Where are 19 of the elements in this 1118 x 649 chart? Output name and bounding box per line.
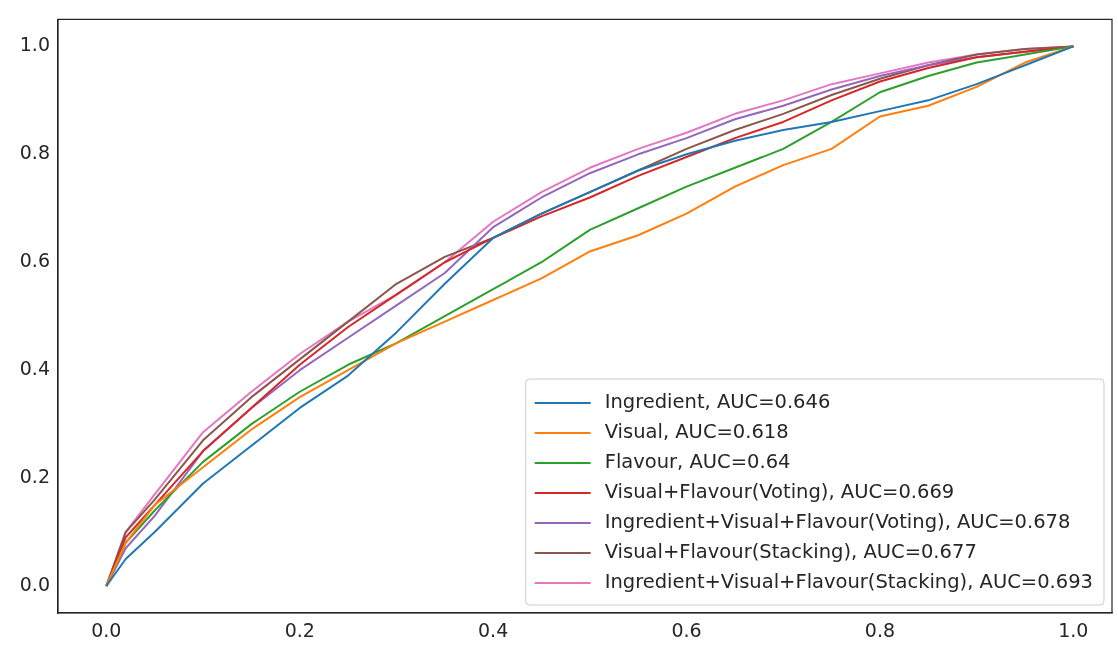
x-tick-label: 0.2 — [284, 619, 315, 642]
legend-label: Flavour, AUC=0.64 — [604, 450, 791, 474]
legend-label: Visual, AUC=0.618 — [604, 420, 789, 444]
y-tick-label: 0.2 — [19, 465, 50, 488]
legend-label: Ingredient+Visual+Flavour(Stacking), AUC=0.693 — [604, 570, 1094, 594]
x-tick-label: 0.6 — [671, 619, 702, 642]
x-tick-label: 1.0 — [1058, 619, 1089, 642]
x-tick-label: 0.0 — [91, 619, 122, 642]
y-tick-label: 1.0 — [19, 33, 50, 56]
legend-label: Visual+Flavour(Voting), AUC=0.669 — [604, 480, 955, 504]
y-tick-label: 0.0 — [19, 572, 50, 595]
legend-label: Ingredient+Visual+Flavour(Voting), AUC=0.678 — [604, 510, 1071, 534]
x-tick-label: 0.4 — [478, 619, 509, 642]
x-tick-label: 0.8 — [864, 619, 896, 642]
y-tick-label: 0.6 — [19, 249, 50, 272]
legend-label: Visual+Flavour(Stacking), AUC=0.677 — [604, 540, 977, 564]
legend-label: Ingredient, AUC=0.646 — [604, 390, 831, 414]
y-tick-label: 0.8 — [19, 141, 50, 164]
y-tick-label: 0.4 — [19, 357, 50, 380]
